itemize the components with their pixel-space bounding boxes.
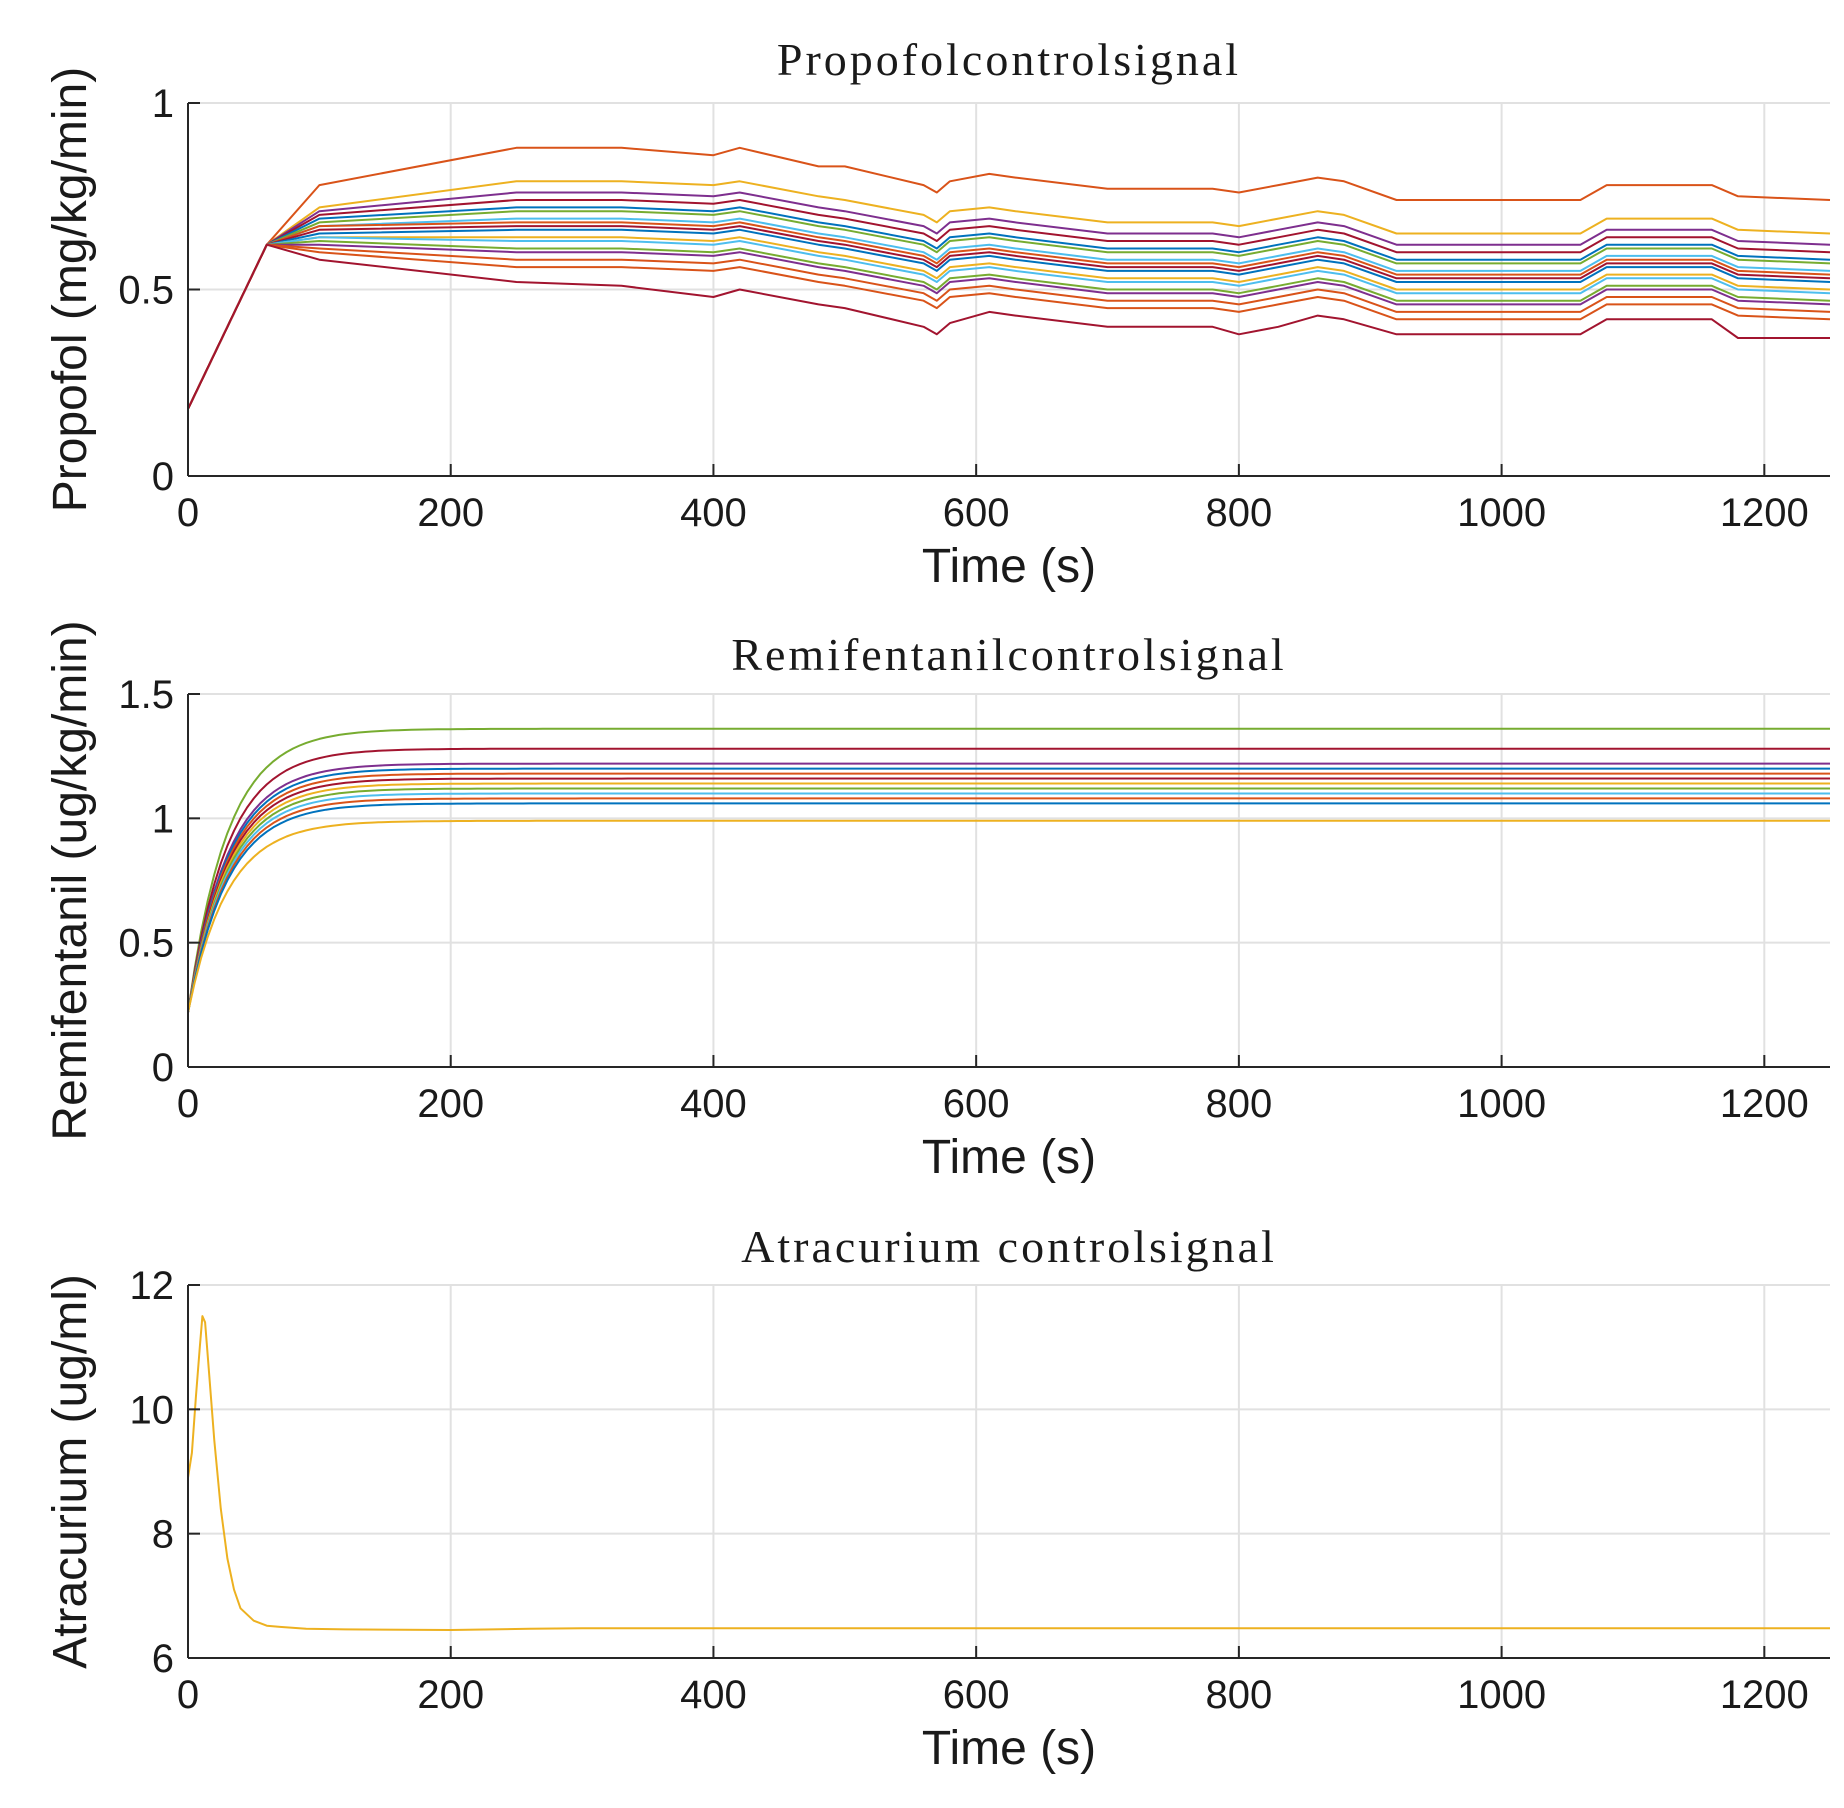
series-line-s3 <box>187 191 1831 410</box>
y-tick-label: 0.5 <box>118 922 174 966</box>
y-tick-label: 6 <box>152 1637 174 1681</box>
x-tick-label: 0 <box>177 1673 199 1717</box>
series-line-r8 <box>187 787 1830 1013</box>
series-line-r3 <box>187 762 1830 1013</box>
series-line-s8 <box>187 221 1831 410</box>
series-line-s1 <box>187 146 1831 410</box>
x-tick-label: 200 <box>417 1673 484 1717</box>
series-line-r12 <box>187 819 1830 1013</box>
y-axis-label: Remifentanil (ug/kg/min) <box>44 620 97 1140</box>
series-line-r4 <box>187 767 1830 1013</box>
series-line-r1 <box>187 727 1830 1013</box>
x-tick-label: 1200 <box>1720 1673 1809 1717</box>
subplot-1: 0 200 400 600 800 1000 1200 0 0.5 1 Propofolcontro… <box>44 34 1831 593</box>
series-line-s16 <box>187 243 1831 410</box>
x-axis-label: Time (s) <box>922 540 1096 593</box>
y-axis-label: Propofol (mg/kg/min) <box>44 67 97 512</box>
series-line-r2 <box>187 747 1830 1013</box>
series-line-s13 <box>187 240 1831 410</box>
y-tick-label: 1 <box>152 797 174 841</box>
x-tick-label: 1000 <box>1457 1673 1546 1717</box>
x-tick-label: 400 <box>680 491 747 535</box>
x-tick-label: 1200 <box>1720 1082 1809 1126</box>
series-line-a1 <box>187 1315 1830 1631</box>
chart-title: Atracurium controlsignal <box>741 1221 1277 1272</box>
x-tick-label: 0 <box>177 491 199 535</box>
x-tick-label: 800 <box>1206 1673 1273 1717</box>
x-tick-label: 600 <box>943 491 1010 535</box>
series-line-r11 <box>187 802 1830 1013</box>
x-tick-label: 0 <box>177 1082 199 1126</box>
x-tick-label: 600 <box>943 1082 1010 1126</box>
y-tick-label: 1.5 <box>118 673 174 717</box>
series-line-s9 <box>187 225 1831 410</box>
x-tick-label: 800 <box>1206 491 1273 535</box>
y-tick-label: 12 <box>130 1264 175 1308</box>
series-line-s5 <box>187 206 1831 410</box>
y-tick-label: 10 <box>130 1388 175 1432</box>
series-group <box>187 1315 1830 1631</box>
y-tick-label: 0.5 <box>118 269 174 313</box>
chart-title: Propofolcontrolsignal <box>777 34 1241 85</box>
series-line-s17 <box>187 243 1830 410</box>
series-line-s4 <box>187 199 1831 410</box>
x-tick-label: 200 <box>417 491 484 535</box>
x-axis-label: Time (s) <box>922 1722 1096 1775</box>
series-group <box>187 727 1830 1013</box>
x-tick-label: 1200 <box>1720 491 1809 535</box>
series-line-r6 <box>187 777 1830 1013</box>
x-tick-label: 600 <box>943 1673 1010 1717</box>
series-line-s2 <box>187 180 1831 410</box>
series-line-s6 <box>187 210 1831 410</box>
y-tick-label: 1 <box>152 82 174 126</box>
series-line-s7 <box>187 217 1831 410</box>
x-tick-label: 800 <box>1206 1082 1273 1126</box>
x-tick-label: 400 <box>680 1082 747 1126</box>
x-tick-label: 200 <box>417 1082 484 1126</box>
x-tick-label: 1000 <box>1457 1082 1546 1126</box>
series-line-s15 <box>187 243 1831 410</box>
y-tick-label: 8 <box>152 1513 174 1557</box>
x-tick-label: 1000 <box>1457 491 1546 535</box>
x-axis-label: Time (s) <box>922 1131 1096 1184</box>
y-axis-label: Atracurium (ug/ml) <box>44 1274 97 1669</box>
series-line-r5 <box>187 772 1830 1013</box>
y-tick-label: 0 <box>152 455 174 499</box>
x-tick-label: 400 <box>680 1673 747 1717</box>
subplot-3: 0 200 400 600 800 1000 1200 6 8 10 12 Atracurium co… <box>44 1221 1830 1775</box>
series-line-r10 <box>187 797 1830 1013</box>
subplot-2: 0 200 400 600 800 1000 1200 0 0.5 1 1.5 Remifentani… <box>44 620 1830 1184</box>
series-line-r7 <box>187 782 1830 1013</box>
series-group <box>187 146 1831 410</box>
series-line-s14 <box>187 243 1831 410</box>
series-line-s11 <box>187 236 1831 410</box>
series-line-r9 <box>187 792 1830 1013</box>
series-line-s10 <box>187 228 1831 410</box>
chart-title: Remifentanilcontrolsignal <box>731 629 1286 680</box>
y-tick-label: 0 <box>152 1046 174 1090</box>
series-line-s12 <box>187 236 1831 410</box>
